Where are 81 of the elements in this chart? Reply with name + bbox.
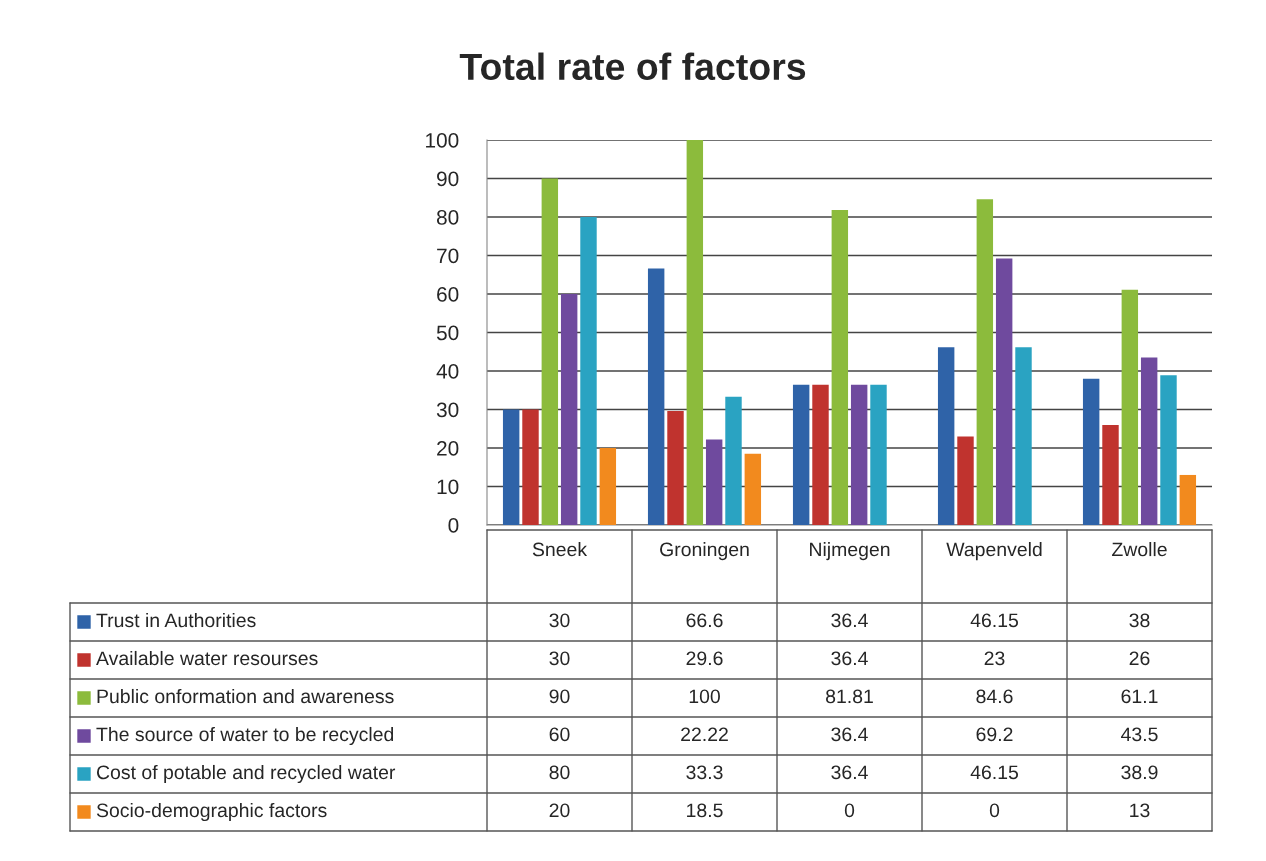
x-tick-label: Wapenveld bbox=[946, 542, 1042, 561]
data-label: 46.15 bbox=[970, 765, 1019, 780]
data-label: 36.4 bbox=[831, 651, 868, 666]
bar bbox=[705, 439, 723, 525]
data-label: 38.9 bbox=[1121, 765, 1158, 780]
data-label: 84.6 bbox=[976, 689, 1013, 704]
data-label: 80 bbox=[549, 765, 570, 780]
y-tick-label: 100 bbox=[426, 133, 459, 148]
y-tick-label: 30 bbox=[436, 402, 459, 418]
legend-label: Trust in Authorities bbox=[96, 612, 256, 628]
legend-label: Cost of potable and recycled water bbox=[96, 764, 396, 784]
y-tick-label: 20 bbox=[437, 441, 459, 456]
x-tick-label: Zwolle bbox=[1112, 542, 1167, 557]
bar bbox=[1082, 378, 1100, 525]
bar bbox=[1179, 474, 1197, 525]
data-label: 69.2 bbox=[976, 727, 1013, 742]
data-label: 36.4 bbox=[831, 613, 868, 628]
bar bbox=[541, 178, 559, 525]
data-label: 30 bbox=[549, 651, 570, 666]
bar bbox=[995, 258, 1013, 525]
bar bbox=[502, 409, 520, 525]
bar bbox=[831, 210, 849, 525]
data-label: 0 bbox=[844, 803, 855, 818]
data-label: 23 bbox=[984, 651, 1005, 666]
legend-label: Public onformation and awareness bbox=[97, 688, 394, 704]
data-label: 22.22 bbox=[681, 727, 728, 742]
y-tick-label: 10 bbox=[437, 479, 459, 495]
chart-title: Total rate of factors bbox=[459, 52, 806, 81]
bar bbox=[1121, 289, 1139, 525]
bar bbox=[1102, 424, 1119, 525]
data-label: 60 bbox=[549, 727, 570, 742]
data-label: 100 bbox=[689, 689, 720, 704]
bar bbox=[599, 448, 617, 525]
bar bbox=[580, 217, 597, 525]
bar bbox=[957, 436, 974, 525]
x-tick-label: Nijmegen bbox=[810, 542, 890, 561]
legend-label: Available water resourses bbox=[96, 650, 318, 666]
y-tick-label: 50 bbox=[436, 325, 459, 341]
data-label: 46.15 bbox=[970, 613, 1019, 628]
data-label: 38 bbox=[1129, 613, 1150, 628]
data-label: 36.4 bbox=[831, 765, 868, 780]
data-label: 90 bbox=[549, 689, 570, 704]
data-label: 20 bbox=[549, 803, 570, 818]
bar bbox=[744, 453, 762, 525]
data-label: 81.81 bbox=[826, 689, 873, 704]
legend-label: Socio-demographic factors bbox=[96, 802, 327, 822]
data-label: 18.5 bbox=[687, 803, 723, 818]
data-label: 66.6 bbox=[686, 613, 723, 628]
bar bbox=[725, 396, 742, 525]
data-label: 30 bbox=[549, 613, 570, 628]
bar bbox=[976, 199, 994, 525]
bar bbox=[686, 140, 704, 525]
bar bbox=[1015, 347, 1032, 525]
y-tick-label: 90 bbox=[437, 171, 459, 187]
data-label: 26 bbox=[1129, 651, 1150, 666]
y-tick-label: 70 bbox=[437, 248, 459, 264]
data-label: 29.6 bbox=[686, 651, 723, 666]
bar bbox=[937, 347, 955, 525]
y-tick-label: 0 bbox=[448, 518, 459, 533]
bar bbox=[522, 409, 539, 525]
bar bbox=[647, 268, 665, 525]
y-tick-label: 40 bbox=[436, 364, 459, 379]
data-label: 61.1 bbox=[1121, 689, 1158, 704]
bar bbox=[850, 384, 868, 525]
y-tick-label: 60 bbox=[437, 287, 459, 302]
y-tick-label: 80 bbox=[436, 210, 459, 225]
bar bbox=[792, 384, 810, 525]
data-label: 36.4 bbox=[831, 727, 868, 742]
bar bbox=[812, 384, 829, 525]
bar bbox=[1140, 357, 1158, 525]
bar bbox=[1160, 375, 1177, 525]
data-label: 0 bbox=[989, 803, 1000, 818]
legend-label: The source of water to be recycled bbox=[96, 726, 394, 746]
x-tick-label: Sneek bbox=[532, 542, 588, 557]
x-tick-label: Groningen bbox=[660, 542, 749, 561]
bar bbox=[870, 384, 887, 525]
data-label: 33.3 bbox=[686, 765, 723, 780]
bar bbox=[560, 294, 578, 525]
data-label: 43.5 bbox=[1121, 727, 1158, 742]
data-label: 13 bbox=[1130, 803, 1150, 818]
bar bbox=[667, 411, 684, 525]
